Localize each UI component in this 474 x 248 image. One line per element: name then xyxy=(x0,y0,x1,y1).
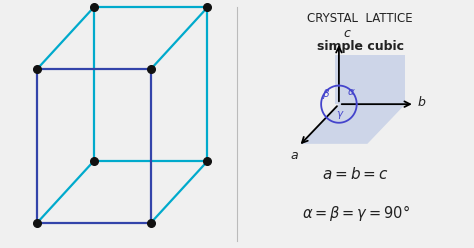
Text: b: b xyxy=(417,96,425,109)
Text: $\alpha$: $\alpha$ xyxy=(347,87,356,97)
Polygon shape xyxy=(301,104,405,144)
Text: c: c xyxy=(343,27,350,40)
Text: a: a xyxy=(290,149,298,162)
Text: CRYSTAL  LATTICE: CRYSTAL LATTICE xyxy=(308,12,413,25)
Text: $\beta$: $\beta$ xyxy=(322,87,330,101)
Text: $a = b = c$: $a = b = c$ xyxy=(322,166,389,182)
Text: $\alpha = \beta = \gamma = 90\degree$: $\alpha = \beta = \gamma = 90\degree$ xyxy=(301,203,410,223)
Text: $\gamma$: $\gamma$ xyxy=(336,109,345,121)
Polygon shape xyxy=(336,55,405,104)
Text: simple cubic: simple cubic xyxy=(317,40,404,53)
